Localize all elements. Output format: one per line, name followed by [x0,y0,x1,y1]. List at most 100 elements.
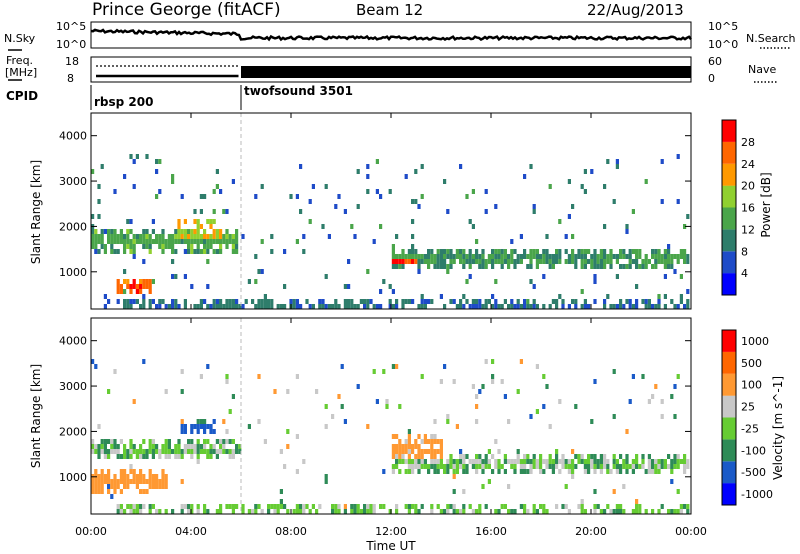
heatmap-cell [398,404,402,409]
heatmap-cell [433,434,437,439]
heatmap-cell [372,239,376,244]
heatmap-cell [206,439,210,444]
heatmap-cell [113,239,117,244]
heatmap-cell [558,459,562,464]
heatmap-cell [123,509,127,514]
heatmap-cell [503,299,507,304]
heatmap-cell [449,249,453,254]
heatmap-cell [660,504,664,509]
heatmap-cell [94,444,98,449]
heatmap-cell [686,504,690,509]
heatmap-cell [529,459,533,464]
heatmap-cell [430,509,434,514]
heatmap-cell [302,509,306,514]
heatmap-cell [97,424,101,429]
heatmap-cell [286,509,290,514]
heatmap-cell [599,459,603,464]
heatmap-cell [580,254,584,259]
heatmap-cell [619,454,623,459]
heatmap-cell [455,459,459,464]
heatmap-cell [641,299,645,304]
heatmap-cell [561,304,565,309]
heatmap-cell [100,474,104,479]
heatmap-cell [366,304,370,309]
heatmap-cell [612,254,616,259]
heatmap-cell [203,244,207,249]
heatmap-cell [455,464,459,469]
heatmap-cell [529,249,533,254]
heatmap-cell [107,234,111,239]
heatmap-cell [270,234,274,239]
heatmap-cell [519,254,523,259]
heatmap-cell [420,254,424,259]
heatmap-cell [644,304,648,309]
heatmap-cell [212,429,216,434]
power-cb-swatch-5 [722,163,736,186]
heatmap-cell [631,464,635,469]
velocity-ytick-label-0: 1000 [59,471,87,484]
heatmap-cell [542,254,546,259]
heatmap-cell [206,249,210,254]
heatmap-cell [273,504,277,509]
heatmap-cell [167,234,171,239]
heatmap-cell [187,239,191,244]
heatmap-cell [91,489,95,494]
heatmap-cell [647,304,651,309]
power-frame [90,112,692,310]
heatmap-cell [126,284,130,289]
heatmap-cell [395,304,399,309]
heatmap-cell [231,249,235,254]
heatmap-cell [462,259,466,264]
heatmap-cell [113,444,117,449]
heatmap-cell [683,259,687,264]
heatmap-cell [158,454,162,459]
heatmap-cell [94,469,98,474]
heatmap-cell [551,259,555,264]
heatmap-cell [206,244,210,249]
heatmap-cell [529,414,533,419]
heatmap-cell [215,299,219,304]
heatmap-cell [471,254,475,259]
heatmap-cell [436,264,440,269]
heatmap-cell [494,299,498,304]
heatmap-cell [523,174,527,179]
heatmap-cell [462,264,466,269]
heatmap-cell [123,479,127,484]
heatmap-cell [452,464,456,469]
heatmap-cell [532,249,536,254]
heatmap-cell [187,444,191,449]
heatmap-cell [219,239,223,244]
heatmap-cell [631,374,635,379]
heatmap-cell [651,304,655,309]
heatmap-cell [206,454,210,459]
heatmap-cell [231,509,235,514]
heatmap-cell [295,304,299,309]
heatmap-cell [580,454,584,459]
heatmap-cell [145,284,149,289]
heatmap-cell [449,264,453,269]
heatmap-cell [161,234,165,239]
heatmap-cell [497,259,501,264]
heatmap-cell [628,464,632,469]
heatmap-cell [683,464,687,469]
heatmap-cell [468,259,472,264]
heatmap-cell [686,509,690,514]
heatmap-cell [231,179,235,184]
heatmap-cell [679,249,683,254]
heatmap-cell [359,509,363,514]
heatmap-cell [161,244,165,249]
heatmap-cell [292,304,296,309]
heatmap-cell [580,184,584,189]
heatmap-cell [270,504,274,509]
heatmap-cell [324,304,328,309]
heatmap-cell [414,504,418,509]
heatmap-cell [366,299,370,304]
heatmap-cell [283,464,287,469]
heatmap-cell [283,504,287,509]
heatmap-cell [187,449,191,454]
heatmap-cell [647,399,651,404]
heatmap-cell [433,419,437,424]
heatmap-cell [571,254,575,259]
heatmap-cell [119,509,123,514]
heatmap-cell [465,469,469,474]
